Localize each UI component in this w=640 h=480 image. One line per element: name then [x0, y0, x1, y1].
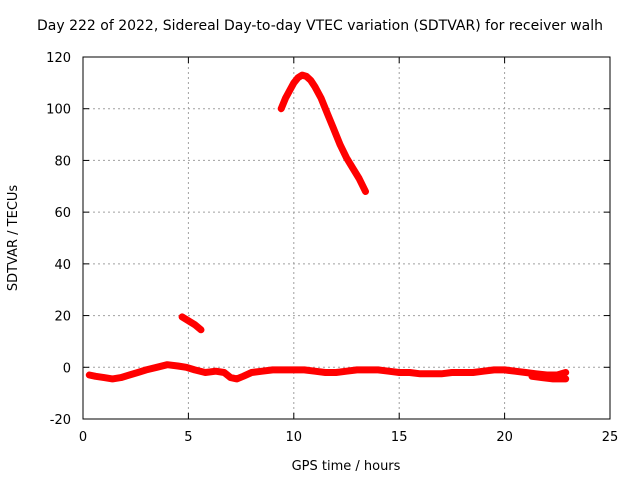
y-tick-label: 0 [63, 361, 71, 376]
series-peak-arc [277, 71, 369, 195]
plot-frame [82, 56, 611, 420]
x-tick-label: 25 [602, 430, 619, 445]
y-tick-label: 60 [54, 206, 71, 221]
series-spike [178, 313, 205, 334]
x-tick-label: 15 [391, 430, 408, 445]
series-layer [85, 71, 570, 383]
x-tick-label: 20 [496, 430, 513, 445]
x-axis-label: GPS time / hours [292, 459, 401, 474]
y-axis-label: SDTVAR / TECUs [6, 185, 21, 292]
chart-title: Day 222 of 2022, Sidereal Day-to-day VTE… [36, 18, 603, 34]
y-tick-label: 120 [46, 51, 71, 66]
y-tick-label: 20 [54, 310, 71, 325]
x-tick-label: 10 [286, 430, 303, 445]
x-tick-label: 0 [79, 430, 87, 445]
y-tick-label: -20 [50, 413, 71, 428]
grid-layer [83, 57, 610, 419]
y-tick-label: 80 [54, 154, 71, 169]
series-lower-branch [528, 372, 570, 383]
tick-layer: 0 5 10 15 20 25 -20 0 20 40 60 80 100 120 [46, 51, 618, 445]
x-tick-label: 5 [184, 430, 192, 445]
y-tick-label: 100 [46, 103, 71, 118]
y-tick-label: 40 [54, 258, 71, 273]
series-baseline [85, 361, 570, 383]
